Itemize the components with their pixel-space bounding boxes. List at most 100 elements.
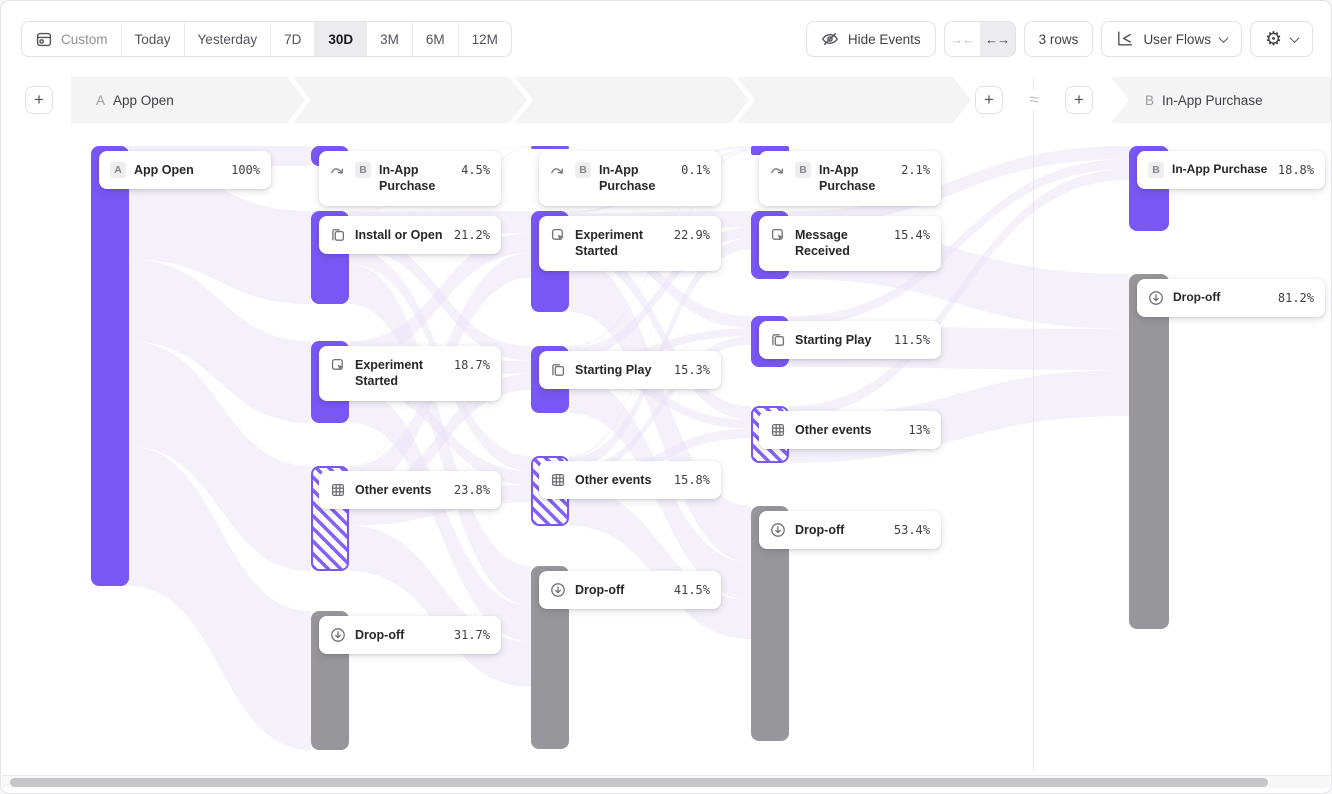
flow-node-percent: 15.8%: [673, 473, 710, 487]
date-range-30d[interactable]: 30D: [314, 22, 367, 56]
step-band-1[interactable]: A App Open: [71, 77, 305, 123]
flow-node-bar[interactable]: [91, 146, 129, 586]
view-type-dropdown[interactable]: User Flows: [1101, 21, 1242, 57]
flow-node-label: Drop-off: [795, 523, 845, 537]
flow-node-percent: 100%: [231, 163, 260, 177]
date-range-label: Custom: [61, 31, 108, 47]
flow-node-label: Starting Play: [575, 363, 652, 377]
date-range-3m[interactable]: 3M: [366, 22, 412, 56]
click-icon: [330, 357, 346, 373]
calendar-icon: [35, 30, 53, 48]
flow-node-card[interactable]: Drop-off 41.5%: [539, 571, 721, 610]
flow-node-label: Experiment Started: [355, 358, 424, 389]
flow-node-percent: 2.1%: [901, 163, 930, 177]
step-target-badge: A: [110, 162, 126, 178]
step-letter: B: [1145, 92, 1155, 108]
flow-node-label: Experiment Started: [575, 228, 644, 259]
flow-node-card[interactable]: Drop-off 81.2%: [1137, 279, 1325, 318]
date-range-yesterday[interactable]: Yesterday: [183, 22, 271, 56]
flow-node-card[interactable]: A App Open 100%: [99, 151, 271, 190]
step-target-badge: B: [575, 162, 591, 178]
date-range-7d[interactable]: 7D: [270, 22, 314, 56]
flow-node-label: Starting Play: [795, 333, 872, 347]
flow-node-percent: 23.8%: [453, 483, 490, 497]
approx-gap-indicator: ≈: [1022, 90, 1046, 110]
flow-node-percent: 21.2%: [453, 228, 490, 242]
flow-node-card[interactable]: B In-App Purchase 0.1%: [539, 151, 721, 206]
date-range-today[interactable]: Today: [120, 22, 184, 56]
flow-node-label: Message Received: [795, 228, 850, 259]
scrollbar-thumb[interactable]: [10, 778, 1268, 787]
flow-node-card[interactable]: B In-App Purchase 4.5%: [319, 151, 501, 206]
step-target-badge: B: [795, 162, 811, 178]
grid-icon: [550, 472, 566, 488]
flow-node-card[interactable]: B In-App Purchase 18.8%: [1137, 151, 1325, 190]
flow-node-percent: 31.7%: [453, 628, 490, 642]
flow-node-bar[interactable]: [1129, 274, 1169, 629]
collapse-expand-toggle: →← ←→: [943, 21, 1016, 57]
jump-arrow-icon: [770, 162, 786, 178]
flow-node-label: In-App Purchase: [1172, 162, 1268, 176]
add-step-button-before-end[interactable]: +: [975, 86, 1003, 114]
step-band-2[interactable]: [293, 77, 527, 123]
grid-icon: [770, 422, 786, 438]
flow-node-bar[interactable]: [531, 146, 569, 149]
toolbar: Custom Today Yesterday 7D 30D 3M 6M 12M …: [21, 21, 1313, 57]
flow-node-card[interactable]: Message Received 15.4%: [759, 216, 941, 271]
date-range-custom[interactable]: Custom: [22, 22, 121, 56]
flow-node-percent: 22.9%: [673, 228, 710, 242]
expand-columns-button[interactable]: ←→: [979, 22, 1015, 56]
step-name: App Open: [113, 92, 174, 108]
flow-node-card[interactable]: Other events 23.8%: [319, 471, 501, 510]
collapse-columns-button[interactable]: →←: [950, 31, 975, 47]
dropoff-icon: [330, 627, 346, 643]
flow-node-card[interactable]: Drop-off 31.7%: [319, 616, 501, 655]
flow-node-card[interactable]: B In-App Purchase 2.1%: [759, 151, 941, 206]
click-icon: [770, 227, 786, 243]
flow-node-label: In-App Purchase: [379, 163, 436, 194]
flow-node-percent: 4.5%: [461, 163, 490, 177]
jump-arrow-icon: [330, 162, 346, 178]
flow-node-card[interactable]: Starting Play 15.3%: [539, 351, 721, 390]
step-band-3[interactable]: [515, 77, 749, 123]
flow-node-card[interactable]: Other events 13%: [759, 411, 941, 450]
grid-icon: [330, 482, 346, 498]
flow-node-label: App Open: [134, 163, 194, 177]
flow-node-percent: 15.4%: [893, 228, 930, 242]
flow-node-card[interactable]: Experiment Started 18.7%: [319, 346, 501, 401]
flow-node-percent: 11.5%: [893, 333, 930, 347]
settings-dropdown[interactable]: ⚙: [1249, 21, 1313, 57]
flow-node-bar[interactable]: [751, 146, 789, 155]
step-band-end[interactable]: B In-App Purchase: [1111, 77, 1331, 123]
flow-node-card[interactable]: Other events 15.8%: [539, 461, 721, 500]
date-range-12m[interactable]: 12M: [457, 22, 511, 56]
flow-node-percent: 41.5%: [673, 583, 710, 597]
date-range-6m[interactable]: 6M: [411, 22, 458, 56]
flow-node-card[interactable]: Starting Play 11.5%: [759, 321, 941, 360]
flow-node-label: Drop-off: [355, 628, 405, 642]
step-band-4[interactable]: [737, 77, 971, 123]
copy-icon: [330, 227, 346, 243]
step-name: In-App Purchase: [1162, 92, 1263, 108]
dropoff-icon: [770, 522, 786, 538]
flow-node-label: Other events: [355, 483, 432, 497]
flow-node-percent: 18.8%: [1277, 163, 1314, 177]
flow-node-percent: 15.3%: [673, 363, 710, 377]
flow-node-label: In-App Purchase: [599, 163, 656, 194]
flow-node-card[interactable]: Install or Open 21.2%: [319, 216, 501, 255]
chevron-down-icon: [1289, 32, 1300, 43]
step-target-badge: B: [1148, 162, 1164, 178]
flow-node-card[interactable]: Experiment Started 22.9%: [539, 216, 721, 271]
add-step-button-end-section[interactable]: +: [1065, 86, 1093, 114]
flow-node-label: Drop-off: [575, 583, 625, 597]
copy-icon: [550, 362, 566, 378]
add-step-button-left[interactable]: +: [25, 86, 53, 114]
flow-node-percent: 81.2%: [1277, 291, 1314, 305]
rows-button[interactable]: 3 rows: [1023, 21, 1094, 57]
flow-node-percent: 18.7%: [453, 358, 490, 372]
flow-node-card[interactable]: Drop-off 53.4%: [759, 511, 941, 550]
gear-icon: ⚙: [1264, 28, 1282, 50]
flow-node-percent: 0.1%: [681, 163, 710, 177]
hide-events-button[interactable]: Hide Events: [805, 21, 936, 57]
